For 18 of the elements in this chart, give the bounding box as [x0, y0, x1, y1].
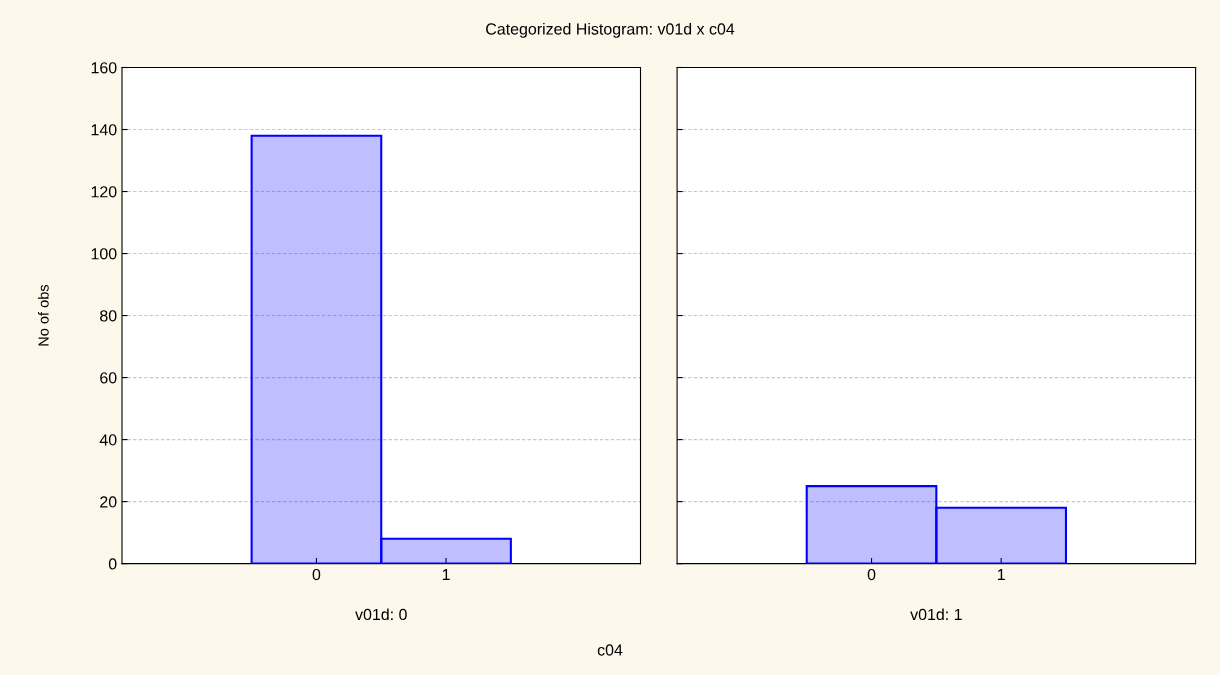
text: c04: [597, 644, 623, 656]
y-tick-label: 80: [100, 310, 117, 322]
x-tick-label: 0: [312, 568, 321, 581]
y-tick-label: 140: [91, 124, 117, 136]
x-tick-label: 1: [442, 569, 450, 581]
y-tick-label: 20: [100, 496, 117, 508]
y-tick-label: 120: [91, 186, 117, 198]
y-tick-label: 100: [91, 248, 117, 260]
x-axis-title: v01d: 1: [910, 608, 962, 621]
x-tick-label: 1: [997, 569, 1005, 581]
y-axis-title: No of obs: [38, 284, 49, 346]
x-tick-label: 0: [867, 568, 876, 581]
x-axis-title: v01d: 0: [355, 608, 407, 621]
chart-title: Categorized Histogram: v01d x c04: [486, 22, 735, 38]
y-tick-label: 40: [99, 434, 117, 446]
y-tick-label: 60: [100, 372, 117, 384]
y-tick-label: 0: [108, 558, 117, 570]
y-tick-label: 160: [91, 62, 117, 74]
